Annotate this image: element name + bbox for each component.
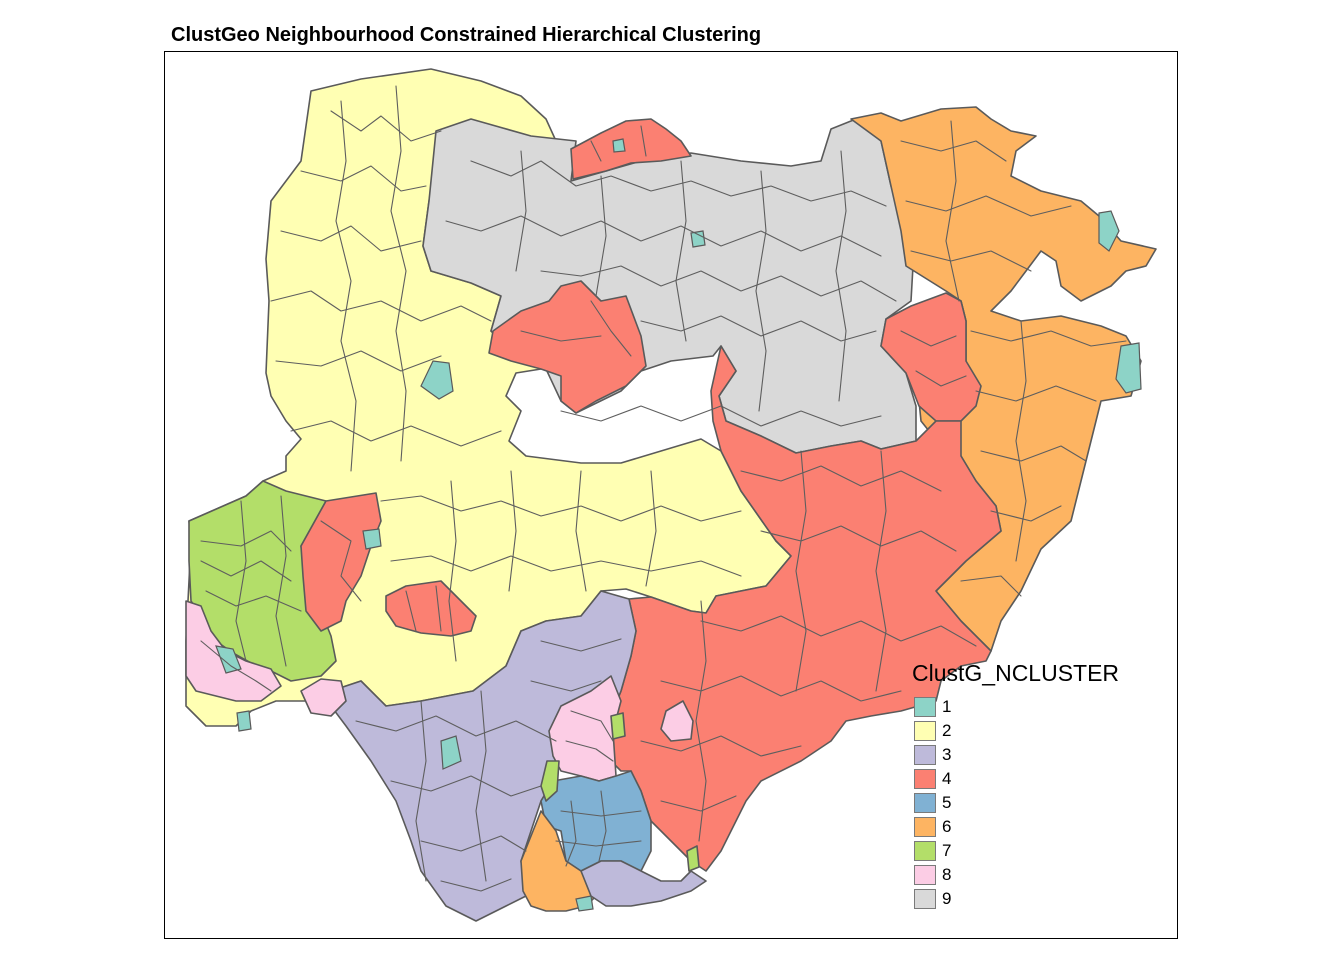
cluster-1-pocket xyxy=(440,735,462,770)
cluster-4-northeast-lobe xyxy=(880,292,982,422)
cluster-7-east-sliver xyxy=(610,712,626,740)
legend-swatch xyxy=(914,697,936,717)
cluster-7-south-sliver xyxy=(540,760,560,802)
legend-swatch xyxy=(914,865,936,885)
legend-swatch xyxy=(914,817,936,837)
cluster-4-north-enclave xyxy=(570,118,692,180)
legend-swatch xyxy=(914,745,936,765)
cluster-1-pocket xyxy=(575,895,594,912)
legend-item: 3 xyxy=(912,743,1152,767)
legend-swatch xyxy=(914,769,936,789)
legend-label: 6 xyxy=(942,817,952,836)
cluster-4-west-patch xyxy=(300,492,382,632)
cluster-1-pocket xyxy=(690,230,706,248)
cluster-8-east-patch xyxy=(660,700,694,742)
cluster-map xyxy=(185,68,1157,922)
cluster-3-coastal-strip xyxy=(580,860,707,907)
cluster-8-west-small xyxy=(300,678,347,717)
cluster-8-west-region xyxy=(185,600,282,702)
legend-label: 3 xyxy=(942,745,952,764)
legend-item: 6 xyxy=(912,815,1152,839)
legend-label: 2 xyxy=(942,721,952,740)
cluster-1-pocket xyxy=(1115,342,1142,394)
legend-swatch xyxy=(914,841,936,861)
map-legend: ClustG_NCLUSTER 1 2 3 4 5 6 7 8 9 xyxy=(912,660,1152,911)
legend-swatch xyxy=(914,721,936,741)
legend-label: 7 xyxy=(942,841,952,860)
cluster-1-pocket xyxy=(612,138,626,153)
legend-title: ClustG_NCLUSTER xyxy=(912,660,1120,686)
legend-label: 4 xyxy=(942,769,952,788)
cluster-1-pocket xyxy=(420,360,454,400)
legend-item: 8 xyxy=(912,863,1152,887)
cluster-4-westcentral-patch xyxy=(385,580,477,637)
cluster-4-central-arm xyxy=(488,280,647,414)
legend-item: 5 xyxy=(912,791,1152,815)
cluster-1-pocket xyxy=(1098,210,1120,252)
legend-item: 9 xyxy=(912,887,1152,911)
legend-item: 4 xyxy=(912,767,1152,791)
legend-label: 5 xyxy=(942,793,952,812)
map-frame xyxy=(164,51,1178,939)
cluster-4-east-region xyxy=(608,345,1002,872)
cluster-7-coast-sliver xyxy=(686,845,700,872)
cluster-1-pocket xyxy=(215,645,242,674)
cluster-5-region xyxy=(540,770,652,872)
legend-items: 1 2 3 4 5 6 7 8 9 xyxy=(912,695,1152,911)
legend-swatch xyxy=(914,793,936,813)
legend-item: 1 xyxy=(912,695,1152,719)
legend-item: 2 xyxy=(912,719,1152,743)
cluster-1-pocket xyxy=(236,710,252,732)
legend-swatch xyxy=(914,889,936,909)
legend-label: 9 xyxy=(942,889,952,908)
cluster-1-pocket xyxy=(362,528,382,550)
lga-boundaries xyxy=(200,85,1127,892)
map-title: ClustGeo Neighbourhood Constrained Hiera… xyxy=(171,24,762,46)
legend-label: 1 xyxy=(942,697,952,716)
legend-label: 8 xyxy=(942,865,952,884)
legend-item: 7 xyxy=(912,839,1152,863)
